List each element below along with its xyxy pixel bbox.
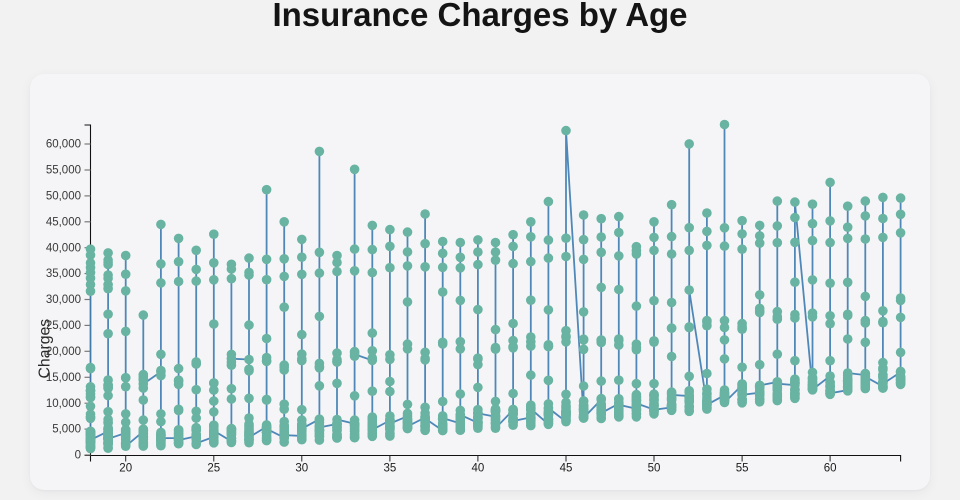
svg-text:60,000: 60,000 — [46, 139, 81, 151]
svg-text:35,000: 35,000 — [46, 268, 81, 280]
svg-text:60: 60 — [824, 463, 837, 475]
svg-text:55: 55 — [736, 463, 749, 475]
svg-text:25,000: 25,000 — [46, 320, 81, 332]
svg-text:20: 20 — [119, 463, 132, 475]
svg-text:35: 35 — [384, 463, 397, 475]
svg-text:45: 45 — [560, 463, 573, 475]
svg-text:40,000: 40,000 — [46, 242, 81, 254]
svg-text:55,000: 55,000 — [46, 165, 81, 177]
svg-text:30: 30 — [295, 463, 308, 475]
svg-text:50,000: 50,000 — [46, 191, 81, 203]
svg-text:5,000: 5,000 — [52, 424, 81, 436]
svg-text:15,000: 15,000 — [46, 372, 81, 384]
svg-text:45,000: 45,000 — [46, 216, 81, 228]
svg-text:50: 50 — [648, 463, 661, 475]
svg-text:Charges: Charges — [37, 319, 54, 379]
svg-text:0: 0 — [75, 450, 81, 462]
svg-text:10,000: 10,000 — [46, 398, 81, 410]
svg-text:25: 25 — [207, 463, 220, 475]
svg-text:20,000: 20,000 — [46, 346, 81, 358]
svg-text:30,000: 30,000 — [46, 294, 81, 306]
svg-text:40: 40 — [472, 463, 485, 475]
